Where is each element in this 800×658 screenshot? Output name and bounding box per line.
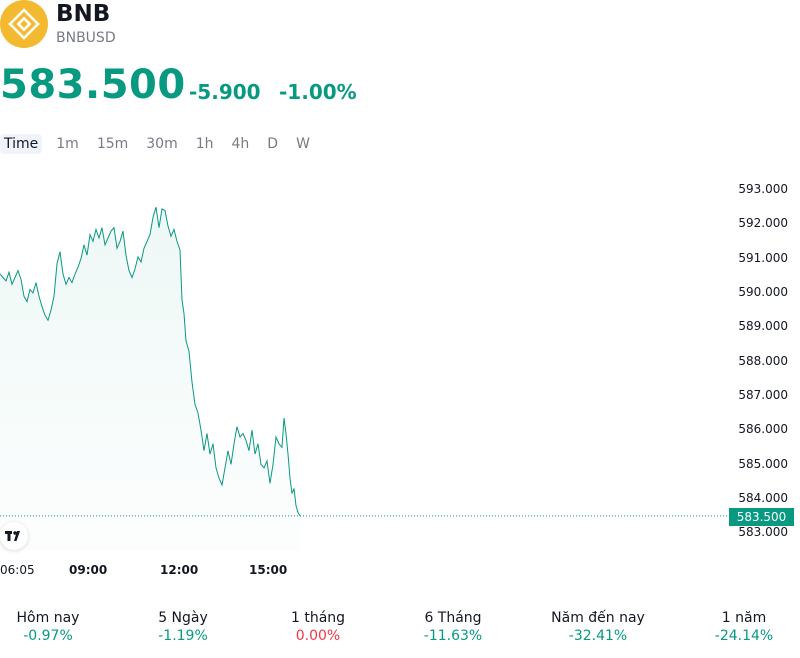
perf-value: -11.63% xyxy=(423,628,483,644)
perf-label: 6 Tháng xyxy=(424,610,482,626)
perf-item-1-year[interactable]: 1 năm -24.14% xyxy=(684,610,800,644)
y-tick-label: 589.000 xyxy=(738,319,788,333)
last-price-badge: 583.500 xyxy=(729,508,794,526)
perf-item-ytd[interactable]: Năm đến nay -32.41% xyxy=(538,610,658,644)
price-change-percent: -1.00% xyxy=(279,80,357,104)
perf-value: -24.14% xyxy=(714,628,774,644)
y-tick-label: 590.000 xyxy=(738,285,788,299)
symbol-ticker: BNBUSD xyxy=(56,30,116,46)
price-series-line xyxy=(0,207,301,517)
y-tick-label: 591.000 xyxy=(738,251,788,265)
last-price: 583.500 xyxy=(0,62,186,108)
x-tick-label: 06:05 xyxy=(0,563,35,577)
tab-15m[interactable]: 15m xyxy=(96,136,129,152)
price-chart[interactable] xyxy=(0,170,730,550)
perf-label: Năm đến nay xyxy=(551,610,645,626)
perf-item-6-months[interactable]: 6 Tháng -11.63% xyxy=(393,610,513,644)
y-tick-label: 588.000 xyxy=(738,354,788,368)
perf-item-5-days[interactable]: 5 Ngày -1.19% xyxy=(123,610,243,644)
tab-1m[interactable]: 1m xyxy=(56,136,79,152)
price-area-fill xyxy=(0,207,300,550)
perf-label: 1 tháng xyxy=(290,610,346,626)
bnb-logo-icon xyxy=(0,0,48,48)
price-change: -5.900 xyxy=(189,80,261,104)
y-tick-label: 584.000 xyxy=(738,491,788,505)
x-tick-label: 12:00 xyxy=(160,563,199,577)
tradingview-logo-icon[interactable] xyxy=(0,522,28,550)
tab-time[interactable]: Time xyxy=(0,134,43,154)
perf-item-1-month[interactable]: 1 tháng 0.00% xyxy=(258,610,378,644)
perf-label: 1 năm xyxy=(721,610,767,626)
perf-label: 5 Ngày xyxy=(158,610,208,626)
perf-value: -1.19% xyxy=(158,628,208,644)
perf-value: 0.00% xyxy=(295,628,341,644)
y-tick-label: 593.000 xyxy=(738,182,788,196)
tab-30m[interactable]: 30m xyxy=(146,136,178,152)
perf-value: -0.97% xyxy=(23,628,73,644)
y-tick-label: 583.000 xyxy=(738,525,788,539)
interval-tabs: Time 1m 15m 30m 1h 4h D W xyxy=(0,132,324,156)
perf-value: -32.41% xyxy=(568,628,628,644)
perf-item-today[interactable]: Hôm nay -0.97% xyxy=(0,610,108,644)
perf-label: Hôm nay xyxy=(16,610,80,626)
y-tick-label: 587.000 xyxy=(738,388,788,402)
tab-1h[interactable]: 1h xyxy=(195,136,214,152)
y-tick-label: 586.000 xyxy=(738,422,788,436)
bnb-logo-glyph xyxy=(8,8,40,40)
symbol-name: BNB xyxy=(56,1,111,27)
x-tick-label: 15:00 xyxy=(249,563,288,577)
tab-w[interactable]: W xyxy=(296,136,310,152)
y-tick-label: 585.000 xyxy=(738,457,788,471)
x-tick-label: 09:00 xyxy=(69,563,108,577)
tradingview-glyph xyxy=(5,531,20,541)
y-tick-label: 592.000 xyxy=(738,216,788,230)
tab-4h[interactable]: 4h xyxy=(231,136,250,152)
tab-d[interactable]: D xyxy=(267,136,279,152)
